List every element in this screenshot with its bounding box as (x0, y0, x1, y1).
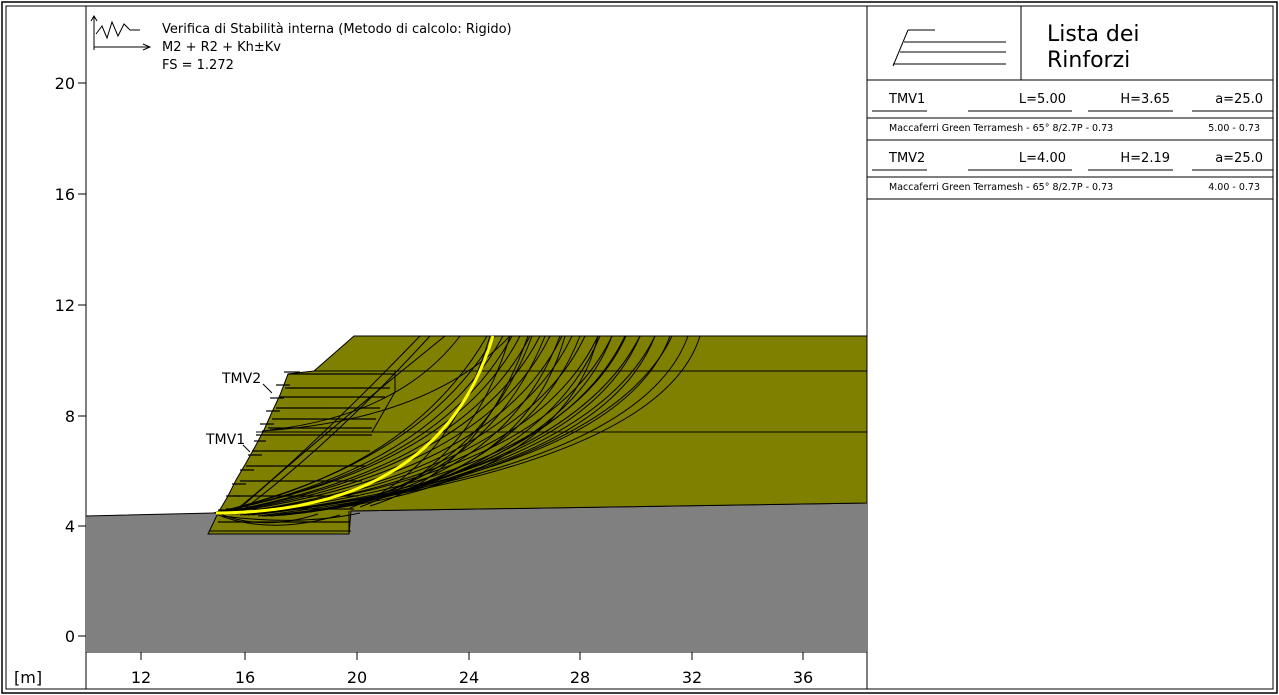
legend-item-angle: a=25.0 (1215, 151, 1263, 166)
tmv1-label: TMV1 (205, 432, 245, 448)
x-tick-label-20: 20 (347, 668, 367, 687)
x-tick-label-24: 24 (459, 668, 479, 687)
y-tick-label-20: 20 (55, 74, 75, 93)
x-tick-label-12: 12 (131, 668, 151, 687)
inner-border (5, 5, 1274, 690)
legend-item-length: L=5.00 (1019, 92, 1066, 107)
x-tick-label-32: 32 (682, 668, 702, 687)
legend-item-name: TMV1 (888, 92, 925, 107)
legend-item-dims: 4.00 - 0.73 (1208, 182, 1260, 193)
unit-label: [m] (14, 668, 42, 687)
legend-item-length: L=4.00 (1019, 151, 1066, 166)
legend-item-dims: 5.00 - 0.73 (1208, 123, 1260, 134)
foundation-soil (86, 503, 867, 652)
tmv2-leader (262, 383, 273, 394)
legend-row-tmv2: TMV2 L=4.00 H=2.19 a=25.0 Maccaferri Gre… (867, 151, 1273, 200)
y-tick-label-8: 8 (65, 407, 75, 426)
legend-row-tmv1: TMV1 L=5.00 H=3.65 a=25.0 Maccaferri Gre… (867, 92, 1273, 141)
trial-slip-surfaces (213, 335, 701, 526)
legend-item-product: Maccaferri Green Terramesh - 65° 8/2.7P … (889, 182, 1113, 193)
legend-item-angle: a=25.0 (1215, 92, 1263, 107)
y-tick-label-4: 4 (65, 517, 75, 536)
x-tick-label-16: 16 (235, 668, 255, 687)
legend-item-name: TMV2 (888, 151, 925, 166)
y-axis-ticks (78, 82, 86, 637)
header-factor-of-safety: FS = 1.272 (162, 58, 234, 73)
header-combination: M2 + R2 + Kh±Kv (162, 40, 281, 55)
legend-panel: Lista dei Rinforzi TMV1 L=5.00 H=3.65 a=… (867, 6, 1273, 200)
seismic-wave-icon (90, 15, 152, 51)
x-tick-label-36: 36 (793, 668, 813, 687)
tmv2-label: TMV2 (221, 371, 261, 387)
y-tick-label-16: 16 (55, 185, 75, 204)
tmv1-leader (242, 444, 251, 453)
legend-item-height: H=3.65 (1120, 92, 1170, 107)
x-tick-label-28: 28 (570, 668, 590, 687)
legend-title-line2: Rinforzi (1047, 48, 1130, 73)
legend-title-line1: Lista dei (1047, 22, 1140, 47)
legend-item-height: H=2.19 (1120, 151, 1170, 166)
reinforcement-legend-icon (892, 29, 1006, 67)
fill-soil (207, 335, 868, 535)
legend-item-product: Maccaferri Green Terramesh - 65° 8/2.7P … (889, 123, 1113, 134)
header-title: Verifica di Stabilità interna (Metodo di… (162, 22, 512, 37)
x-axis-ticks (140, 652, 804, 660)
y-tick-label-0: 0 (65, 627, 75, 646)
critical-slip-surface (215, 335, 495, 515)
y-tick-label-12: 12 (55, 296, 75, 315)
